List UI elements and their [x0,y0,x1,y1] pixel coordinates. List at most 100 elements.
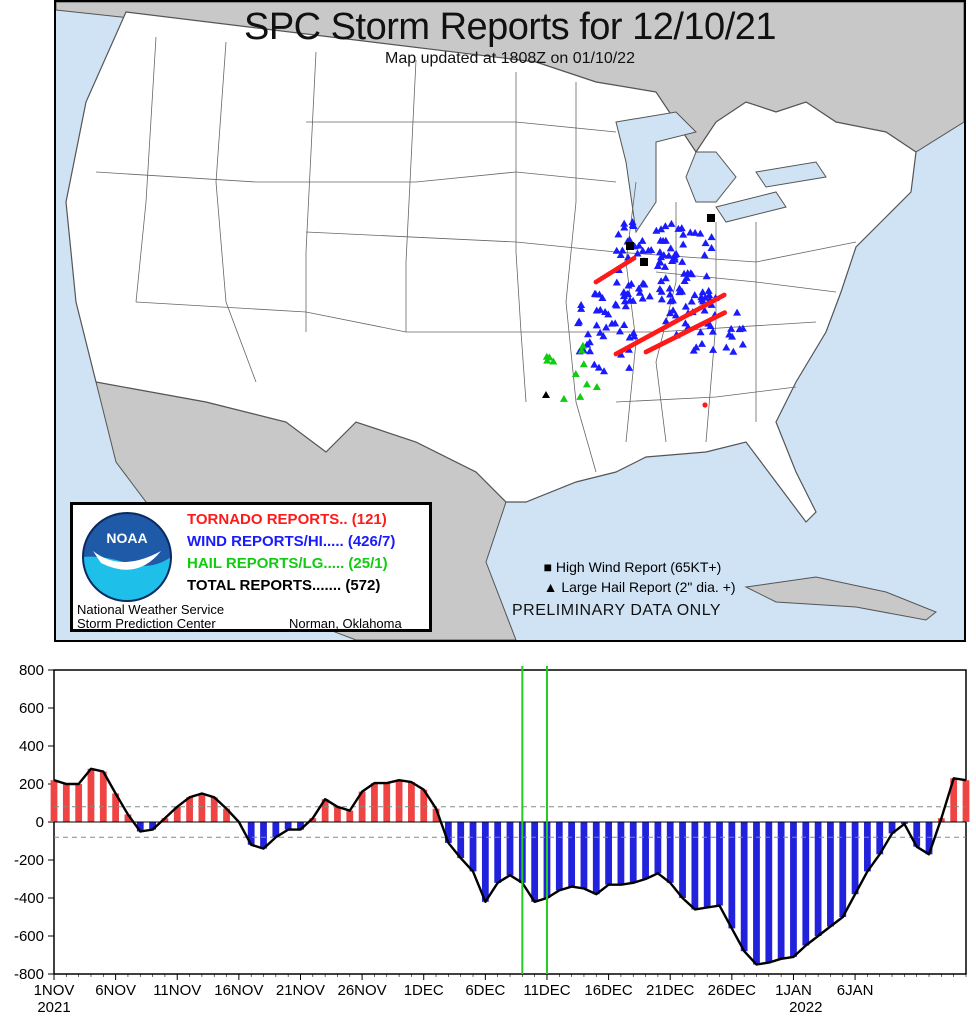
report-marker [738,340,747,348]
report-marker [577,346,586,354]
bar [432,808,440,822]
bar [284,822,292,830]
report-marker [664,251,673,259]
report-marker [633,249,642,257]
report-marker [578,341,587,349]
bar [777,822,785,959]
report-marker [602,323,611,331]
bar [913,822,921,847]
report-marker [683,269,692,277]
bar [371,783,378,822]
report-marker [722,310,728,316]
bar [654,822,662,874]
report-marker [614,230,623,238]
report-marker [701,239,710,247]
report-marker [582,380,591,388]
bar [728,822,736,929]
report-marker [700,306,709,314]
storm-report-map: SPC Storm Reports for 12/10/21 Map updat… [54,0,966,642]
bar [99,771,107,822]
large-hail-key: ▲ Large Hail Report (2" dia. +) [528,563,736,611]
report-marker [612,246,621,254]
bar [679,822,686,898]
bar [408,782,415,822]
bar [666,822,674,883]
bar [346,810,354,822]
bar [186,797,193,822]
legend-wind: WIND REPORTS/HI..... (426/7) [187,533,396,550]
report-marker [667,219,676,227]
bar [716,822,723,906]
bar [703,822,711,908]
report-marker [638,246,647,254]
us-land [65,11,917,523]
report-marker [707,243,716,251]
report-marker [696,328,705,336]
report-marker [687,297,696,305]
report-marker [620,223,629,231]
x-tick-label: 6NOV [95,982,136,999]
agency-line2: Storm Prediction Center [77,616,216,631]
report-marker [576,392,585,400]
report-marker [662,317,671,325]
bar [321,799,329,822]
report-marker [678,257,687,265]
bar [309,818,317,822]
report-marker [659,236,668,244]
legend-hail: HAIL REPORTS/LG..... (25/1) [187,555,388,572]
report-marker [705,291,714,299]
report-marker [657,287,666,295]
legend-total: TOTAL REPORTS....... (572) [187,577,381,594]
report-marker [616,250,625,258]
y-tick-label: -400 [14,890,44,907]
report-marker [592,321,601,329]
report-marker [691,228,700,236]
report-marker [657,277,666,285]
report-marker [670,255,679,263]
report-marker [621,302,630,310]
report-marker [727,324,736,332]
report-marker [653,262,662,270]
bar [642,822,649,879]
preliminary-disclaimer: PRELIMINARY DATA ONLY [512,602,722,619]
report-marker [707,214,715,222]
report-marker [623,290,632,298]
report-marker [617,350,626,358]
bar [802,822,810,946]
report-marker [625,235,634,243]
report-marker [559,394,568,402]
report-marker [652,226,661,234]
bar [876,822,884,855]
y-tick-label: 400 [19,738,44,755]
report-marker [592,306,601,314]
bar [506,822,514,876]
report-marker [721,292,727,298]
report-markers [542,214,747,408]
bar [334,806,341,822]
bar [161,818,169,822]
report-marker [675,288,684,296]
report-marker [585,338,594,346]
x-tick-label: 26DEC [708,982,757,999]
bar [740,822,748,952]
bar [629,822,637,883]
report-marker [669,306,678,314]
bar [457,822,465,859]
x-tick-label: 21NOV [276,982,325,999]
high-wind-key: ■ High Wind Report (65KT+) [528,543,722,591]
report-marker [738,324,747,332]
report-marker [600,367,609,375]
bar [272,822,280,838]
report-marker [699,297,708,305]
bar [605,822,612,885]
black-square-icon: ■ [543,559,553,575]
report-marker [628,218,637,226]
report-marker [638,236,647,244]
bar [814,822,822,936]
report-marker [607,319,616,327]
report-marker [702,272,711,280]
bar [753,822,760,965]
bar [790,822,797,957]
bar [50,780,58,822]
great-lakes [615,111,827,234]
